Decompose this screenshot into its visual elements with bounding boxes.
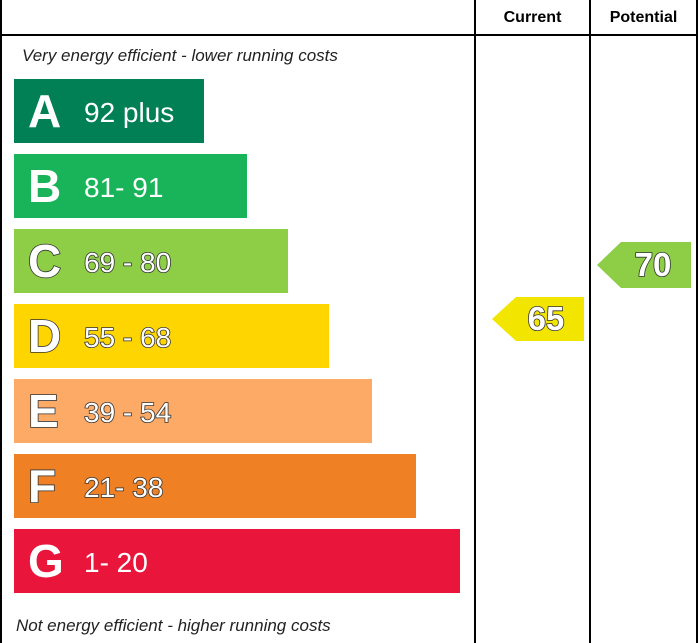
band-letter: B: [28, 160, 62, 212]
band-letter: A: [28, 85, 62, 137]
band-letter: E: [27, 385, 59, 437]
band-range: 21- 38: [83, 472, 164, 503]
current-rating-arrow: [492, 297, 584, 341]
current-rating-value: 65: [527, 300, 565, 337]
potential-column-header: Potential: [609, 9, 678, 26]
band-range: 39 - 54: [83, 397, 172, 428]
header-divider: [0, 34, 698, 36]
current-column-divider: [474, 0, 476, 643]
current-column-header: Current: [503, 9, 562, 26]
potential-column-divider: [589, 0, 591, 643]
top-caption: Very energy efficient - lower running co…: [22, 46, 338, 65]
band-range: 55 - 68: [83, 322, 172, 353]
potential-rating-value: 70: [634, 246, 672, 283]
band-range: 1- 20: [84, 547, 148, 578]
band-a: A 92 plus: [14, 79, 204, 143]
band-letter: C: [27, 235, 62, 287]
frame-left-border: [0, 0, 2, 643]
bottom-caption: Not energy efficient - higher running co…: [16, 616, 331, 635]
band-range: 69 - 80: [83, 247, 172, 278]
potential-rating-arrow: [597, 242, 691, 288]
band-range: 81- 91: [84, 172, 164, 203]
band-letter: D: [27, 310, 62, 362]
band-d: D 55 - 68: [14, 304, 329, 368]
band-c: C 69 - 80: [14, 229, 288, 293]
band-g: G 1- 20: [14, 529, 460, 593]
current-arrow-shape: [492, 297, 584, 341]
band-range: 92 plus: [84, 97, 175, 128]
frame-right-border: [696, 0, 698, 643]
band-letter: F: [27, 460, 57, 512]
band-letter: G: [28, 535, 64, 587]
potential-arrow-shape: [597, 242, 691, 288]
band-b: B 81- 91: [14, 154, 247, 218]
band-f: F 21- 38: [14, 454, 416, 518]
band-e: E 39 - 54: [14, 379, 372, 443]
